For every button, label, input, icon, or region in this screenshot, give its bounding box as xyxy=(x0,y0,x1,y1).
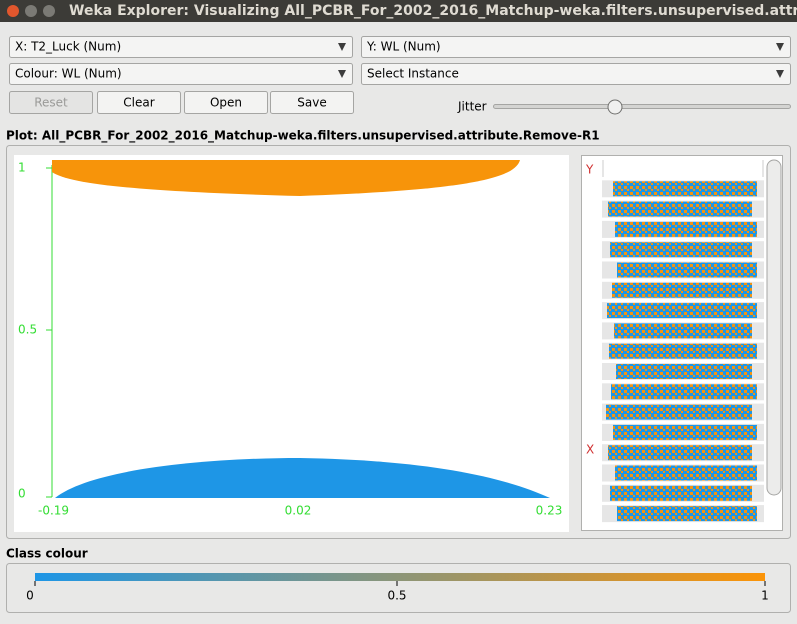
attribute-strip-data xyxy=(613,424,757,440)
button-face xyxy=(9,91,93,114)
button-face xyxy=(97,91,181,114)
colour-tick-label: 1 xyxy=(761,589,769,603)
button[interactable]: Save xyxy=(270,91,354,114)
attribute-strip-data xyxy=(612,282,752,298)
close-button[interactable] xyxy=(7,5,19,17)
blue-point-cloud xyxy=(55,458,550,498)
button-face xyxy=(184,91,268,114)
class-colour-panel xyxy=(6,563,791,613)
button-label: Reset xyxy=(34,96,68,110)
x-tick-label: -0.19 xyxy=(38,504,69,518)
button-face xyxy=(270,91,354,114)
y-tick-label: 1 xyxy=(18,161,26,175)
x-tick-label: 0.23 xyxy=(536,504,563,518)
y-tick-label: 0.5 xyxy=(18,323,37,337)
instance-dropdown[interactable]: Select Instance xyxy=(361,63,791,85)
plot-panel xyxy=(6,145,791,539)
jitter-label: Jitter xyxy=(457,100,487,114)
class-colour-title: Class colour xyxy=(6,547,88,561)
button-label: Clear xyxy=(123,96,154,110)
orange-point-cloud xyxy=(52,160,520,196)
y-dropdown-text: Y: WL (Num) xyxy=(366,40,441,54)
y-dropdown[interactable]: Y: WL (Num) xyxy=(361,36,791,58)
attribute-strip-data xyxy=(614,323,752,339)
attribute-strip-data xyxy=(616,364,752,379)
button-label: Save xyxy=(297,96,326,110)
minimize-button[interactable] xyxy=(25,5,37,17)
attribute-strip-data xyxy=(610,485,752,501)
x-marker: X xyxy=(586,443,594,457)
title-bar xyxy=(0,0,797,22)
attribute-strip-data xyxy=(608,445,752,461)
colour-dropdown[interactable]: Colour: WL (Num) xyxy=(9,63,353,85)
attribute-strip-data xyxy=(617,262,757,278)
button[interactable]: Clear xyxy=(97,91,181,114)
attribute-strip-data xyxy=(615,221,757,237)
attribute-strip-data xyxy=(606,404,752,420)
instance-dropdown-text: Select Instance xyxy=(367,67,459,81)
attribute-strip-data xyxy=(617,506,757,522)
maximize-button[interactable] xyxy=(43,5,55,17)
plot-title: Plot: All_PCBR_For_2002_2016_Matchup-wek… xyxy=(6,129,600,144)
attribute-strip-data xyxy=(611,384,757,400)
x-dropdown[interactable]: X: T2_Luck (Num) xyxy=(9,36,353,58)
attribute-strip-data xyxy=(608,201,752,217)
attribute-strip-data xyxy=(613,181,757,197)
x-dropdown-text: X: T2_Luck (Num) xyxy=(15,40,121,54)
attribute-strip-data xyxy=(607,303,757,319)
button-label: Open xyxy=(210,96,242,110)
colour-tick-label: 0.5 xyxy=(387,589,406,603)
scrollbar[interactable] xyxy=(766,159,782,496)
attribute-strip-data xyxy=(610,242,752,258)
button: Reset xyxy=(9,91,93,114)
button[interactable]: Open xyxy=(184,91,268,114)
y-tick-label: 0 xyxy=(18,487,26,501)
jitter-track xyxy=(493,104,791,109)
colour-dropdown-text: Colour: WL (Num) xyxy=(15,67,122,81)
colour-bar xyxy=(35,573,765,581)
colour-tick-label: 0 xyxy=(26,589,34,603)
attribute-strip-data xyxy=(615,465,757,481)
y-marker: Y xyxy=(585,163,594,177)
attribute-strip-data xyxy=(604,160,762,177)
jitter-knob[interactable] xyxy=(607,99,623,115)
attribute-strip-data xyxy=(609,343,757,359)
window-title: Weka Explorer: Visualizing All_PCBR_For_… xyxy=(69,3,797,19)
x-tick-label: 0.02 xyxy=(285,504,312,518)
